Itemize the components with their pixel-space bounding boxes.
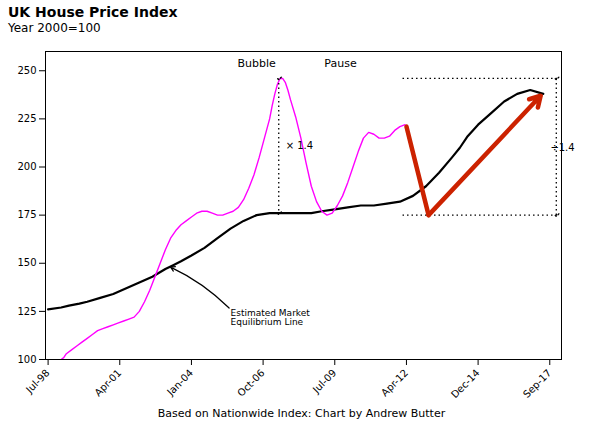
html-text:Year 2000=100: Year 2000=100 [8,20,101,35]
svg-text:Jul-98: Jul-98 [23,367,52,396]
svg-text:125: 125 [17,306,36,317]
svg-text:Sep-17: Sep-17 [521,367,554,400]
html-text:Based on Nationwide Index: Cha: Based on Nationwide Index: Chart by Andr… [157,407,446,421]
svg-text:Apr-01: Apr-01 [92,367,123,398]
svg-text:Estimated MarketEquilibrium Li: Estimated MarketEquilibrium Line [231,308,311,327]
svg-text:Oct-06: Oct-06 [235,367,267,399]
svg-text:÷1.4: ÷1.4 [550,142,574,153]
svg-text:150: 150 [17,258,36,269]
svg-text:175: 175 [17,210,36,221]
svg-text:Dec-14: Dec-14 [449,367,482,400]
svg-text:100: 100 [17,354,36,365]
html-text:UK House Price Index: UK House Price Index [8,4,178,20]
svg-text:Apr-12: Apr-12 [379,367,410,398]
svg-text:Jan-04: Jan-04 [164,367,195,398]
svg-text:250: 250 [17,65,36,76]
svg-text:× 1.4: × 1.4 [286,140,313,151]
svg-text:200: 200 [17,161,36,172]
svg-text:Bubble: Bubble [237,57,276,70]
svg-text:Jul-09: Jul-09 [310,367,339,396]
svg-text:Pause: Pause [324,57,357,70]
svg-text:225: 225 [17,113,36,124]
